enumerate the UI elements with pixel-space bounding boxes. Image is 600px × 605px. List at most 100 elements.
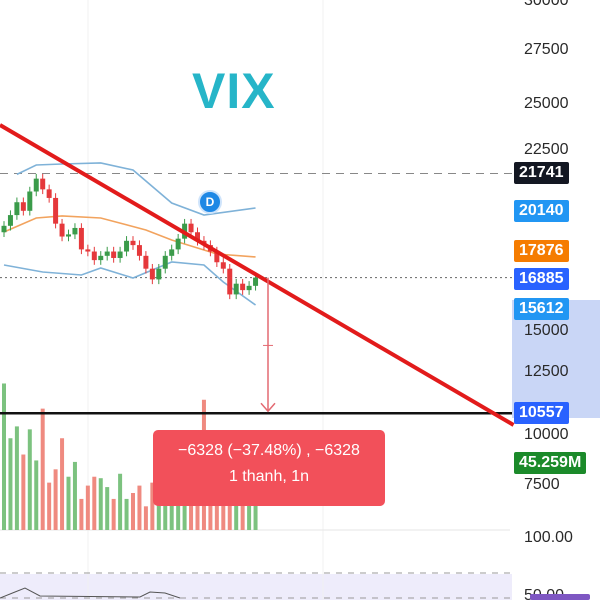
volume-bar (8, 438, 13, 530)
candle (175, 238, 181, 250)
axis-tick-label: 22500 (524, 141, 569, 158)
rsi-pane-band (0, 574, 512, 600)
volume-bar (60, 438, 65, 530)
candle (59, 223, 65, 237)
candle (136, 245, 142, 256)
candle (14, 202, 20, 216)
candle (220, 262, 226, 269)
volume-bar (21, 454, 26, 530)
volume-bar (131, 493, 135, 530)
candle (72, 227, 78, 235)
volume-bar (79, 498, 84, 530)
volume-bar (34, 460, 39, 530)
bollinger-lower (3, 261, 257, 306)
rsi-line (0, 587, 181, 599)
volume-bar (53, 469, 58, 530)
axis-tick-label: 27500 (524, 41, 569, 58)
axis-tick-label: 7500 (524, 476, 560, 493)
candle (98, 255, 104, 261)
volume-bar (137, 485, 142, 530)
candle (188, 223, 194, 233)
candle (91, 251, 97, 261)
candle (240, 283, 246, 291)
candle (156, 268, 162, 280)
candle (233, 283, 239, 295)
axis-tick-label: 12500 (524, 363, 569, 380)
price-tag: 45.259M (514, 452, 587, 474)
volume-bar (98, 478, 103, 530)
volume-bar (124, 498, 129, 530)
volume-bar (163, 485, 168, 530)
candle (117, 251, 123, 258)
candle (7, 215, 13, 226)
candle (66, 234, 71, 237)
candle (214, 251, 220, 263)
volume-bar (189, 485, 194, 530)
candle (53, 197, 59, 224)
candle (143, 255, 149, 269)
candle (227, 268, 233, 295)
volume-bar (118, 473, 123, 530)
axis-tick-label: 100.00 (524, 529, 573, 546)
rsi-tag (530, 594, 590, 600)
candle (130, 240, 136, 246)
price-tag: 21741 (514, 162, 569, 184)
candle (85, 249, 91, 252)
volume-bar (143, 506, 148, 530)
price-tag: 10557 (514, 402, 569, 424)
candle (195, 232, 200, 241)
volume-bar (14, 426, 19, 530)
price-tag: 16885 (514, 268, 569, 290)
measure-change: −6328 (−37.48%) , −6328 (178, 442, 360, 459)
candle (104, 251, 110, 256)
candle (149, 268, 155, 280)
volume-bar (176, 488, 181, 530)
measure-tooltip: −6328 (−37.48%) , −6328 1 thanh, 1n (153, 430, 385, 506)
candle (20, 202, 26, 211)
measure-bars: 1 thanh, 1n (228, 468, 310, 485)
measure-arrowhead (260, 402, 276, 413)
volume-bar (111, 498, 116, 530)
candle (33, 178, 39, 192)
bollinger-upper (16, 162, 256, 216)
volume-bar (40, 408, 45, 530)
candle (1, 225, 7, 233)
candle (27, 191, 33, 211)
trendline (0, 123, 515, 427)
dividend-event-badge[interactable]: D (198, 190, 222, 214)
candle (253, 277, 259, 286)
volume-bar (208, 485, 213, 530)
volume-bar (92, 476, 97, 530)
volume-bar (221, 488, 226, 530)
price-tag: 15612 (514, 298, 569, 320)
price-tag: 17876 (514, 240, 569, 262)
candle (40, 178, 46, 190)
volume-bar (195, 491, 200, 530)
axis-tick-label: 10000 (524, 426, 569, 443)
volume-bar (150, 482, 155, 530)
volume-bar (66, 476, 71, 530)
candle (169, 249, 175, 256)
symbol-title: VIX (192, 63, 276, 119)
moving-average (3, 215, 256, 258)
volume-bar (47, 482, 52, 530)
axis-tick-label: 25000 (524, 95, 569, 112)
candle (111, 251, 117, 258)
volume-bar (85, 485, 90, 530)
candle (246, 285, 252, 291)
axis-tick-label: 30000 (524, 0, 569, 9)
volume-bar (240, 491, 245, 530)
volume-bar (72, 461, 77, 530)
volume-bar (105, 487, 110, 530)
price-tag: 20140 (514, 200, 569, 222)
candle (46, 189, 52, 198)
candle (162, 255, 168, 269)
volume-bar (247, 482, 252, 530)
volume-bar (27, 429, 32, 530)
volume-bar (234, 485, 239, 530)
volume-bar (2, 383, 6, 530)
axis-tick-label: 15000 (524, 322, 569, 339)
candle (78, 227, 84, 250)
candle (124, 240, 130, 252)
